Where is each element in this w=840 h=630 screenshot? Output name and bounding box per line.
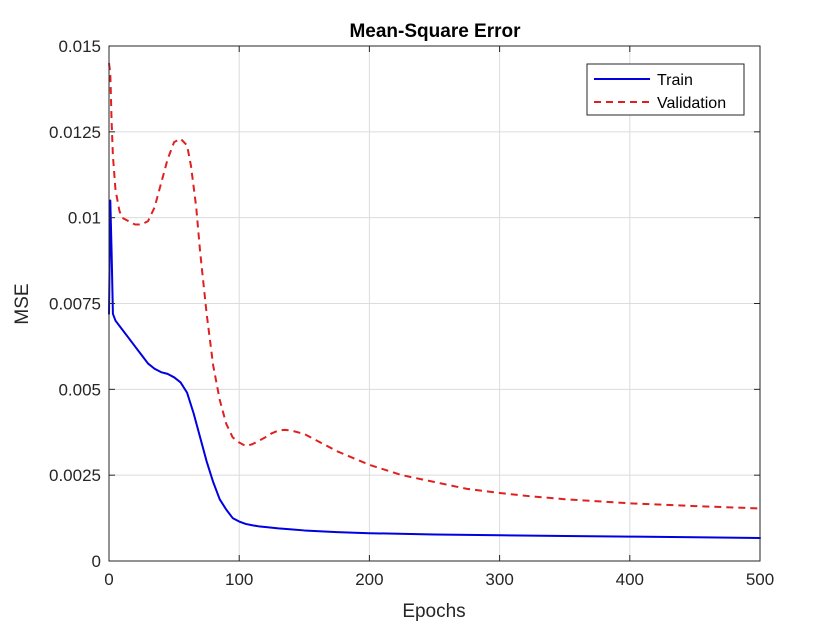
y-tick-label: 0.0025 bbox=[49, 466, 101, 485]
x-axis-label: Epochs bbox=[402, 601, 465, 622]
legend-label-train: Train bbox=[657, 72, 693, 89]
x-tick-label: 400 bbox=[616, 570, 644, 589]
series-line-validation bbox=[108, 63, 761, 510]
chart-title: Mean-Square Error bbox=[349, 21, 521, 42]
y-tick-label: 0.0075 bbox=[49, 295, 101, 314]
x-tick-label: 100 bbox=[225, 570, 253, 589]
x-tick-label: 0 bbox=[104, 570, 113, 589]
x-tick-label: 500 bbox=[746, 570, 774, 589]
y-tick-label: 0.01 bbox=[68, 209, 101, 228]
x-axis-ticks: 0 100 200 300 400 500 bbox=[104, 46, 774, 589]
legend-label-validation: Validation bbox=[657, 95, 726, 112]
x-tick-label: 300 bbox=[485, 570, 513, 589]
y-tick-label: 0 bbox=[92, 552, 101, 571]
y-tick-label: 0.015 bbox=[58, 37, 101, 56]
y-tick-label: 0.005 bbox=[58, 380, 101, 399]
y-axis-ticks: 0 0.0025 0.005 0.0075 0.01 0.0125 0.015 bbox=[49, 37, 760, 571]
legend-box bbox=[586, 63, 745, 116]
y-axis-label: MSE bbox=[12, 283, 33, 324]
legend: Train Validation bbox=[586, 63, 745, 116]
series-line-train bbox=[108, 199, 761, 539]
x-tick-label: 200 bbox=[355, 570, 383, 589]
series-lines bbox=[108, 63, 761, 539]
y-tick-label: 0.0125 bbox=[49, 123, 101, 142]
